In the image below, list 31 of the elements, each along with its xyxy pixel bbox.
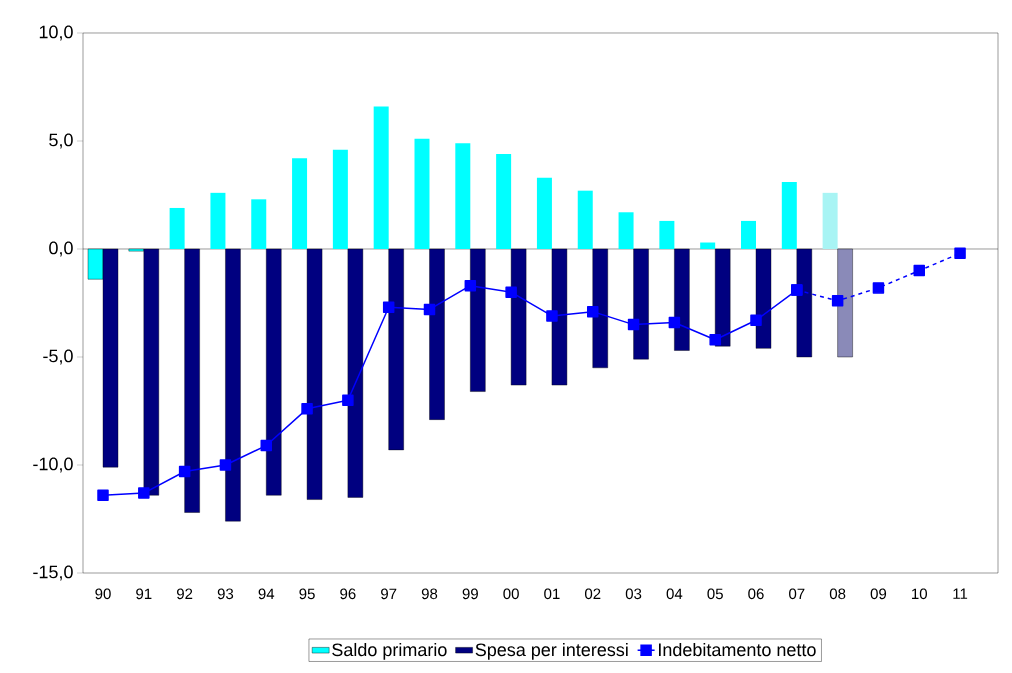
legend-label: Spesa per interessi: [475, 642, 628, 660]
x-tick-label: 91: [136, 588, 152, 600]
x-tick-label: 97: [381, 588, 397, 600]
x-tick-label: 06: [748, 588, 764, 600]
legend-label: Indebitamento netto: [659, 642, 816, 657]
y-tick-label: 0,0: [49, 241, 73, 257]
x-tick-label: 10: [912, 588, 927, 600]
x-tick-label: 07: [789, 588, 805, 600]
y-tick-label: -15,0: [33, 565, 73, 581]
legend-label: Saldo primario: [332, 642, 447, 660]
x-tick-label: 02: [585, 588, 601, 600]
x-tick-label: 93: [217, 588, 234, 600]
x-tick-label: 11: [953, 588, 968, 599]
x-tick-label: 00: [503, 588, 519, 600]
x-tick-label: 90: [95, 588, 111, 600]
x-tick-label: 95: [299, 588, 315, 600]
y-tick-label: -10,0: [33, 457, 73, 473]
x-tick-label: 05: [707, 588, 723, 600]
x-tick-label: 92: [176, 588, 193, 600]
x-tick-label: 04: [666, 588, 683, 600]
x-tick-label: 01: [544, 588, 560, 600]
x-tick-label: 03: [625, 588, 642, 600]
x-tick-label: 98: [421, 588, 438, 600]
x-tick-label: 08: [829, 588, 846, 600]
x-tick-label: 09: [870, 588, 887, 600]
x-tick-label: 94: [258, 588, 275, 600]
x-tick-label: 96: [340, 588, 356, 600]
y-tick-label: 10,0: [39, 25, 73, 41]
x-tick-label: 99: [462, 588, 478, 600]
y-tick-label: 5,0: [49, 133, 73, 149]
y-tick-label: -5,0: [43, 349, 73, 365]
